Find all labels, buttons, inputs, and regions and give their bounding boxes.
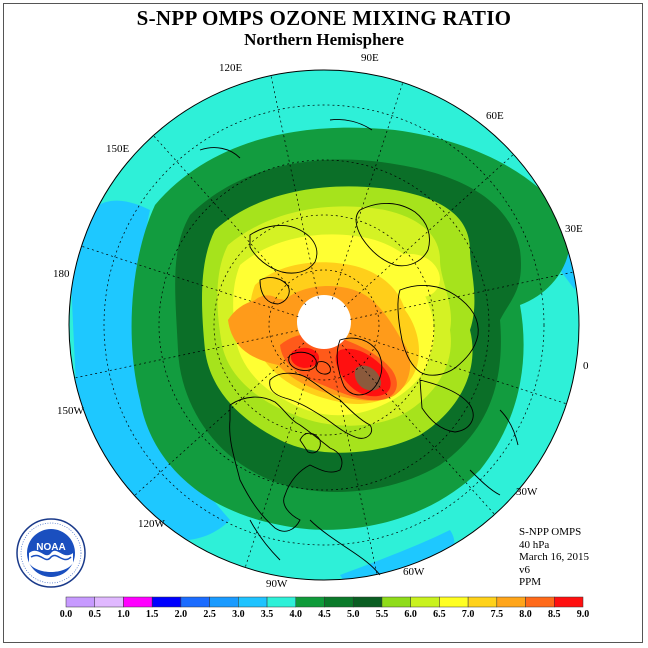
colorbar-swatch <box>65 596 95 608</box>
lon-label-150w: 150W <box>57 405 84 417</box>
ozone-field <box>69 70 579 580</box>
meridian-line <box>332 82 404 300</box>
lon-label-0: 0 <box>583 360 589 372</box>
colorbar-swatch <box>496 596 526 608</box>
graticule <box>103 104 545 546</box>
colorbar-swatch <box>94 596 124 608</box>
colorbar-swatch <box>238 596 268 608</box>
colorbar-tick-label: 1.0 <box>117 609 130 620</box>
meridian-line <box>134 342 305 496</box>
colorbar-swatch <box>554 596 584 608</box>
units-text: PPM <box>519 576 542 588</box>
colorbar-tick-label: 7.0 <box>461 609 475 620</box>
lon-label-60w: 60W <box>403 566 425 578</box>
coastlines <box>199 119 519 576</box>
meridian-line <box>270 75 319 299</box>
meridian-line <box>349 333 567 405</box>
meridian-line <box>74 330 298 379</box>
colorbar-tick-label: 6.5 <box>433 609 446 620</box>
colorbar-swatch <box>209 596 239 608</box>
colorbar-swatch <box>180 596 210 608</box>
colorbar-tick-label: 1.5 <box>145 609 159 620</box>
colorbar-swatch <box>151 596 182 608</box>
colorbar-tick-label: 8.5 <box>548 609 561 620</box>
lon-label-90e: 90E <box>361 52 379 64</box>
colorbar-tick-label: 5.5 <box>375 609 389 620</box>
lon-label-60e: 60E <box>486 110 504 122</box>
lon-label-30w: 30W <box>516 486 538 498</box>
map-title: S-NPP OMPS OZONE MIXING RATIO <box>136 6 512 30</box>
colorbar-swatch <box>352 596 383 608</box>
colorbar-swatch <box>467 596 498 608</box>
pressure-level-text: 40 hPa <box>519 538 550 551</box>
colorbar-tick-label: 6.0 <box>404 609 417 620</box>
colorbar-tick-label: 2.0 <box>174 609 188 620</box>
colorbar-tick-label: 3.5 <box>260 609 274 620</box>
colorbar-tick-label: 9.0 <box>576 609 590 620</box>
colorbar-swatch <box>295 596 325 608</box>
colorbar-swatch <box>123 596 153 608</box>
lon-label-180: 180 <box>53 268 70 280</box>
colorbar-tick-label: 7.5 <box>490 609 504 620</box>
version-text: v6 <box>519 563 530 576</box>
date-text: March 16, 2015 <box>519 551 589 563</box>
meridian-lines <box>74 75 574 575</box>
lon-label-120e: 120E <box>219 62 243 74</box>
map-subtitle: Northern Hemisphere <box>244 30 404 49</box>
noaa-logo: NOAA <box>16 518 86 588</box>
map-boundary <box>68 69 580 581</box>
svg-text:NOAA: NOAA <box>36 542 65 553</box>
colorbar-swatch <box>324 596 354 608</box>
meridian-line <box>341 344 495 515</box>
colorbar-tick-label: 4.5 <box>318 609 331 620</box>
colorbar-swatch <box>525 596 555 608</box>
colorbar <box>65 596 584 608</box>
meridian-line <box>153 135 307 306</box>
colorbar-swatch <box>266 596 297 608</box>
colorbar-swatch <box>381 596 411 608</box>
lon-label-30e: 30E <box>565 223 583 235</box>
product-info: S-NPP OMPS 40 hPa March 16, 2015 v6 PPM <box>519 526 589 589</box>
lon-label-150e: 150E <box>106 143 130 155</box>
colorbar-tick-label: 3.0 <box>232 609 245 620</box>
colorbar-swatch <box>410 596 440 608</box>
colorbar-tick-label: 5.0 <box>346 609 360 620</box>
map-frame <box>3 3 643 643</box>
lon-label-90w: 90W <box>266 578 288 590</box>
colorbar-tick-label: 8.0 <box>519 609 532 620</box>
meridian-line <box>343 154 514 308</box>
colorbar-swatch <box>439 596 469 608</box>
colorbar-tick-label: 2.5 <box>203 609 216 620</box>
colorbar-tick-label: 0.5 <box>88 609 101 620</box>
colorbar-tick-label: 0.0 <box>59 609 73 620</box>
instrument-text: S-NPP OMPS <box>519 526 582 538</box>
lon-label-120w: 120W <box>138 518 165 530</box>
colorbar-tick-label: 4.0 <box>289 609 303 620</box>
